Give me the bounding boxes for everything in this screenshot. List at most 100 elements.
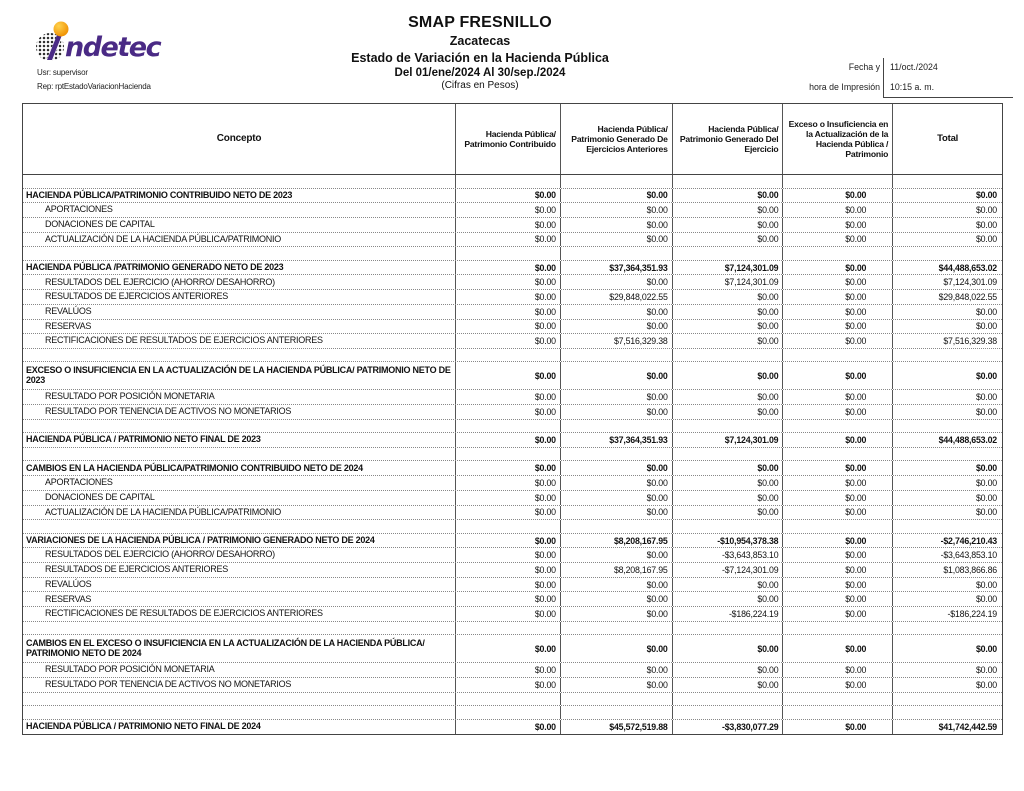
table-row: VARIACIONES DE LA HACIENDA PÚBLICA / PAT… [23, 533, 1002, 549]
amount-cell: $0.00 [559, 548, 672, 563]
amount-cell [892, 621, 1002, 635]
amount-cell: $0.00 [559, 592, 672, 607]
amount-cell: $45,572,519.88 [559, 719, 672, 735]
table-row: RESERVAS $0.00 $0.00 $0.00 $0.00 $0.00 [23, 592, 1002, 608]
amount-cell: $0.00 [455, 719, 560, 735]
amount-cell: -$186,224.19 [892, 607, 1002, 621]
report-period: Del 01/ene/2024 Al 30/sep./2024 [394, 67, 566, 79]
concepto-cell: CAMBIOS EN EL EXCESO O INSUFICIENCIA EN … [26, 638, 425, 658]
amount-cell: $0.00 [559, 577, 672, 592]
amount-cell [671, 706, 783, 719]
amount-cell [671, 247, 783, 260]
concepto-cell: APORTACIONES [45, 477, 113, 488]
table-row: RESULTADO POR TENENCIA DE ACTIVOS NO MON… [23, 678, 1002, 693]
amount-cell: $0.00 [782, 548, 892, 563]
amount-cell [455, 621, 560, 635]
concepto-cell: REVALÚOS [45, 305, 92, 316]
table-blank-row [23, 348, 1002, 363]
column-header-generado-anteriores: Hacienda Pública/ Patrimonio Generado De… [559, 104, 672, 174]
table-row: HACIENDA PÚBLICA / PATRIMONIO NETO FINAL… [23, 433, 1002, 448]
amount-cell: $0.00 [782, 260, 892, 275]
concepto-cell: RESULTADOS DE EJERCICIOS ANTERIORES [45, 564, 228, 575]
amount-cell [559, 419, 672, 433]
amount-cell: $0.00 [559, 232, 672, 247]
table-blank-row [23, 247, 1002, 261]
amount-cell [892, 706, 1002, 719]
amount-cell [455, 692, 560, 706]
amount-cell: -$3,643,853.10 [671, 548, 783, 563]
amount-cell: $0.00 [892, 390, 1002, 405]
amount-cell: $0.00 [455, 663, 560, 677]
amount-cell: $0.00 [455, 232, 560, 247]
amount-cell: $0.00 [671, 663, 783, 677]
amount-cell: $0.00 [671, 362, 783, 390]
amount-cell: -$10,954,378.38 [671, 533, 783, 548]
table-row: REVALÚOS $0.00 $0.00 $0.00 $0.00 $0.00 [23, 577, 1002, 593]
amount-cell: $0.00 [782, 217, 892, 232]
concepto-cell: RESERVAS [45, 593, 92, 604]
amount-cell: $41,742,442.59 [892, 719, 1002, 735]
table-blank-row [23, 692, 1002, 707]
concepto-cell: CAMBIOS EN LA HACIENDA PÚBLICA/PATRIMONI… [26, 462, 363, 473]
amount-cell: $0.00 [455, 334, 560, 348]
amount-cell: $0.00 [782, 663, 892, 677]
amount-cell: $0.00 [782, 232, 892, 247]
concepto-cell: RESULTADOS DEL EJERCICIO (AHORRO/ DESAHO… [45, 549, 275, 560]
print-label-line1: Fecha y [848, 62, 880, 72]
concepto-cell: DONACIONES DE CAPITAL [45, 218, 155, 229]
amount-cell: $0.00 [559, 663, 672, 677]
table-row: ACTUALIZACIÓN DE LA HACIENDA PÚBLICA/PAT… [23, 505, 1002, 521]
amount-cell: $0.00 [782, 533, 892, 548]
amount-cell: $0.00 [892, 476, 1002, 490]
report-name: Estado de Variación en la Hacienda Públi… [351, 51, 609, 65]
amount-cell: $0.00 [782, 203, 892, 217]
concepto-cell: HACIENDA PÚBLICA /PATRIMONIO GENERADO NE… [26, 261, 284, 272]
amount-cell [892, 348, 1002, 362]
report-units: (Cifras en Pesos) [441, 80, 519, 91]
amount-cell: $0.00 [782, 563, 892, 577]
amount-cell: $0.00 [455, 461, 560, 476]
table-row: RESERVAS $0.00 $0.00 $0.00 $0.00 $0.00 [23, 319, 1002, 335]
concepto-cell: ACTUALIZACIÓN DE LA HACIENDA PÚBLICA/PAT… [45, 233, 281, 244]
amount-cell: $0.00 [892, 577, 1002, 592]
indetec-logo-graphic: ndetec [36, 21, 163, 63]
amount-cell: $0.00 [559, 275, 672, 290]
amount-cell [671, 520, 783, 533]
amount-cell: $8,208,167.95 [559, 563, 672, 577]
concepto-cell [23, 247, 455, 260]
concepto-cell: HACIENDA PÚBLICA / PATRIMONIO NETO FINAL… [26, 434, 261, 445]
amount-cell [671, 621, 783, 635]
amount-cell: $0.00 [455, 490, 560, 505]
print-date: 11/oct./2024 [890, 62, 938, 72]
amount-cell: $0.00 [782, 461, 892, 476]
amount-cell [892, 419, 1002, 433]
concepto-cell [23, 520, 455, 533]
amount-cell [455, 520, 560, 533]
amount-cell: $37,364,351.93 [559, 433, 672, 447]
concepto-cell: RESULTADO POR POSICIÓN MONETARIA [45, 664, 215, 675]
amount-cell [671, 419, 783, 433]
amount-cell: $7,124,301.09 [671, 433, 783, 447]
amount-cell: $0.00 [671, 188, 783, 203]
print-info-underline [883, 97, 1013, 98]
amount-cell [559, 447, 672, 461]
amount-cell: $0.00 [782, 290, 892, 304]
amount-cell: $29,848,022.55 [559, 290, 672, 304]
amount-cell: $0.00 [671, 232, 783, 247]
concepto-cell: DONACIONES DE CAPITAL [45, 491, 155, 502]
amount-cell: $0.00 [559, 188, 672, 203]
entity-title: SMAP FRESNILLO [408, 14, 552, 31]
amount-cell [559, 247, 672, 260]
report-id-line: Rep: rptEstadoVariacionHacienda [37, 82, 151, 91]
amount-cell: $0.00 [892, 319, 1002, 334]
table-header-row: Concepto Hacienda Pública/ Patrimonio Co… [23, 104, 1002, 175]
amount-cell: $7,516,329.38 [559, 334, 672, 348]
amount-cell: $0.00 [559, 635, 672, 663]
table-row: DONACIONES DE CAPITAL $0.00 $0.00 $0.00 $0.0… [23, 490, 1002, 506]
amount-cell: $0.00 [671, 592, 783, 607]
amount-cell: $0.00 [455, 203, 560, 217]
amount-cell: $0.00 [455, 577, 560, 592]
table-blank-row [23, 520, 1002, 534]
concepto-cell: RESERVAS [45, 320, 92, 331]
table-row: RESULTADO POR POSICIÓN MONETARIA $0.00 $0.… [23, 390, 1002, 406]
